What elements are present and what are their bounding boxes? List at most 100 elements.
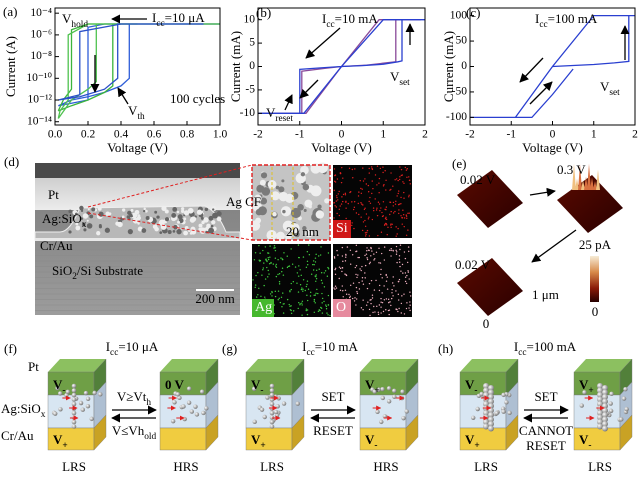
eds-dot <box>258 245 259 246</box>
eds-dot <box>358 282 359 283</box>
eds-dot <box>283 274 284 275</box>
sem-grain <box>98 212 103 217</box>
eds-dot <box>390 211 391 212</box>
sem-grain <box>197 210 202 215</box>
subscript: reset <box>275 114 293 124</box>
eds-dot <box>306 284 307 285</box>
eds-dot <box>366 213 367 214</box>
eds-dot <box>391 292 392 293</box>
panel-label: (f) <box>4 341 17 356</box>
eds-dot <box>279 298 280 299</box>
eds-dot <box>357 257 358 258</box>
eds-dot <box>404 217 405 218</box>
zoom-grain <box>291 208 301 218</box>
eds-dot <box>267 276 268 277</box>
zoom-grain <box>303 184 309 190</box>
eds-dot <box>387 227 388 228</box>
eds-dot <box>397 311 398 312</box>
eds-dot <box>334 168 335 169</box>
eds-dot <box>327 314 328 315</box>
ag-filament <box>72 402 77 407</box>
subscript: cc <box>156 19 164 29</box>
sem-grain <box>146 216 150 220</box>
eds-dot <box>325 304 326 305</box>
eds-dot <box>266 267 267 268</box>
text-run: =10 μA <box>165 10 206 25</box>
eds-dot <box>360 188 361 189</box>
eds-dot <box>314 299 315 300</box>
sem-grain <box>183 231 188 236</box>
colorbar-label: 0 <box>592 304 599 319</box>
eds-dot <box>336 200 337 201</box>
eds-dot <box>298 308 299 309</box>
eds-dot <box>301 302 302 303</box>
y-tick-label: -100 <box>446 111 467 123</box>
eds-dot <box>275 265 276 266</box>
eds-dot <box>404 313 405 314</box>
eds-dot <box>383 201 384 202</box>
voltage-label: 0.3 V <box>557 162 586 177</box>
eds-dot <box>360 216 361 217</box>
subscript: set <box>399 78 410 88</box>
eds-dot <box>298 244 299 245</box>
eds-dot <box>321 272 322 273</box>
eds-dot <box>306 286 307 287</box>
subscript: - <box>62 386 65 396</box>
subscript: x <box>41 410 46 420</box>
subscript: + <box>474 441 479 451</box>
ag-particle <box>609 409 613 413</box>
eds-dot <box>298 302 299 303</box>
sem-grain <box>122 208 125 211</box>
eds-dot <box>362 167 363 168</box>
y-tick-label: 10 <box>244 13 256 25</box>
eds-dot <box>404 251 405 252</box>
sem-grain <box>145 210 148 213</box>
sem-grain <box>156 215 159 218</box>
sem-grain <box>91 207 95 211</box>
ag-particle <box>580 403 584 407</box>
eds-dot <box>369 197 370 198</box>
annotation: Icc=10 mA <box>322 11 378 30</box>
eds-dot <box>388 302 389 303</box>
eds-dot <box>334 257 335 258</box>
eds-dot <box>400 197 401 198</box>
eds-dot <box>371 250 372 251</box>
ag-particle <box>379 420 383 424</box>
eds-dot <box>384 170 385 171</box>
eds-dot <box>345 208 346 209</box>
subscript: cc <box>518 348 526 358</box>
sem-grain <box>89 214 93 218</box>
eds-dot <box>341 196 342 197</box>
eds-dot <box>317 293 318 294</box>
eds-dot <box>335 274 336 275</box>
eds-dot <box>366 250 367 251</box>
eds-dot <box>315 261 316 262</box>
sem-grain <box>205 208 208 211</box>
eds-dot <box>407 213 408 214</box>
eds-dot <box>380 262 381 263</box>
eds-dot <box>274 245 275 246</box>
eds-dot <box>352 298 353 299</box>
eds-dot <box>380 168 381 169</box>
eds-dot <box>367 288 368 289</box>
eds-dot <box>355 304 356 305</box>
eds-dot <box>337 199 338 200</box>
sem-grain <box>83 213 88 218</box>
eds-dot <box>379 290 380 291</box>
eds-dot <box>406 283 407 284</box>
eds-dot <box>280 257 281 258</box>
subscript: cc <box>539 20 547 30</box>
eds-dot <box>334 190 335 191</box>
eds-dot <box>290 309 291 310</box>
zoom-grain <box>278 186 284 192</box>
x-tick-label: 1 <box>380 129 386 141</box>
axis-label: 0 <box>483 316 490 331</box>
eds-dot <box>292 264 293 265</box>
eds-dot <box>373 259 374 260</box>
eds-dot <box>406 177 407 178</box>
eds-dot <box>305 290 306 291</box>
eds-dot <box>399 176 400 177</box>
eds-dot <box>361 266 362 267</box>
eds-dot <box>299 269 300 270</box>
eds-dot <box>324 286 325 287</box>
